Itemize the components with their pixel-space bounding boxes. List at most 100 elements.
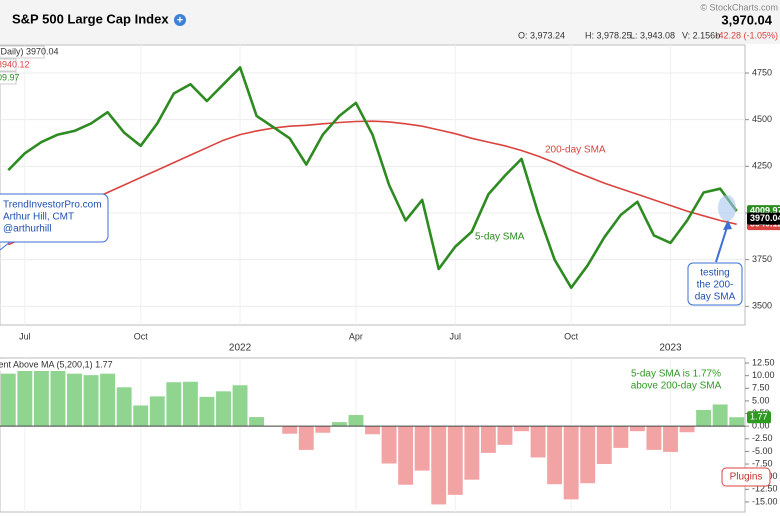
y-tick-label: 12.50: [752, 357, 775, 367]
y-tick-label: -7.50: [752, 458, 773, 468]
bar: [249, 417, 265, 427]
bar: [398, 426, 414, 485]
bar: [182, 381, 198, 427]
author-pointer: [0, 241, 11, 251]
y-tick-label: 3750: [752, 254, 772, 264]
plugins-label: Plugins: [730, 472, 763, 483]
testing-text: the 200-: [697, 280, 734, 291]
ohlcv: L: 3,943.08: [630, 30, 675, 40]
x-tick-label: 2022: [229, 343, 252, 354]
bar: [67, 373, 82, 427]
y-tick-label: -5.00: [752, 446, 773, 456]
y-tick-label: -15.00: [752, 496, 778, 506]
legend-bg: [0, 71, 17, 85]
y-tick-label: 10.00: [752, 370, 775, 380]
price-tag: [747, 212, 780, 225]
add-icon-plus: +: [177, 14, 183, 26]
bar: [33, 367, 49, 427]
series-line: [7, 66, 738, 289]
last-price: 3,970.04: [721, 12, 772, 27]
legend-text: SMA(5) 4009.97: [0, 72, 20, 82]
author-text: @arthurhill: [3, 224, 52, 235]
bar: [315, 426, 331, 433]
bar: [464, 426, 480, 480]
legend-text: $SPX (Daily) 3970.04: [0, 46, 59, 56]
y-tick-label: 7.50: [752, 383, 770, 393]
indicator-frame: [0, 357, 746, 513]
bar: [497, 426, 513, 445]
bar: [381, 426, 397, 464]
source: © StockCharts.com: [700, 2, 778, 12]
x-tick-label: Oct: [564, 331, 579, 341]
bar: [348, 415, 364, 427]
y-tick-label: 3500: [752, 301, 772, 311]
price-tag-label: 3970.04: [750, 213, 780, 223]
arrow-head: [723, 220, 732, 230]
x-tick-label: Jul: [450, 331, 462, 341]
ohlcv: H: 3,978.25: [585, 30, 632, 40]
bar: [17, 367, 33, 427]
note-text: 5-day SMA is 1.77%: [631, 369, 721, 380]
author-text: Arthur Hill, CMT: [3, 212, 74, 223]
author-box: [0, 193, 109, 243]
bar: [166, 382, 182, 427]
author-text: TrendInvestorPro.com: [3, 200, 102, 211]
bar: [133, 405, 149, 427]
price-frame: [0, 44, 746, 326]
bar: [447, 426, 463, 495]
bar: [646, 426, 662, 450]
y-tick-label: 4250: [752, 161, 772, 171]
note-text: above 200-day SMA: [631, 381, 722, 392]
bar: [149, 396, 165, 427]
bar: [629, 426, 645, 432]
legend-bg: [0, 45, 45, 59]
y-tick-label: 0.00: [752, 421, 770, 431]
testing-text: testing: [700, 268, 729, 279]
x-tick-label: Oct: [134, 331, 149, 341]
bar: [0, 373, 16, 427]
bar: [729, 417, 745, 427]
y-tick-label: -2.50: [752, 433, 773, 443]
bar: [232, 385, 248, 427]
ohlcv: V: 2.156b: [682, 30, 720, 40]
last-tag: [747, 411, 771, 424]
bar: [679, 426, 695, 433]
legend-bg: [0, 359, 100, 371]
arrow: [715, 223, 729, 263]
header-bg: [0, 0, 780, 44]
bar: [696, 410, 712, 427]
bar: [530, 426, 546, 458]
x-tick-label: Apr: [349, 331, 363, 341]
bar: [431, 426, 447, 505]
testing-box: [687, 262, 743, 306]
y-tick-label: 5.00: [752, 395, 770, 405]
bar: [580, 426, 596, 484]
price-tag-label: 4009.97: [750, 206, 780, 216]
plugins-button[interactable]: [721, 467, 771, 487]
y-tick-label: 4500: [752, 114, 772, 124]
bar: [712, 404, 728, 427]
change: -42.28 (-1.05%): [715, 30, 778, 40]
bar: [116, 387, 132, 427]
y-tick-label: 4750: [752, 67, 772, 77]
legend-text: SMA(200) 3940.12: [0, 59, 30, 69]
bar: [331, 422, 347, 427]
testing-text: day SMA: [695, 292, 736, 303]
bar: [663, 426, 678, 452]
series-label: 200-day SMA: [545, 145, 606, 156]
bar: [199, 396, 215, 427]
bar: [100, 373, 116, 427]
bar: [216, 391, 231, 427]
y-tick-label: -12.50: [752, 484, 778, 494]
series-label: 5-day SMA: [475, 232, 525, 243]
series-line: [7, 120, 737, 246]
bar: [365, 426, 380, 435]
bar: [50, 369, 66, 427]
last-tag-label: 1.77: [750, 412, 768, 422]
legend-text: Percent Above MA (5,200,1) 1.77: [0, 359, 113, 369]
bar: [298, 426, 314, 450]
bar: [547, 426, 563, 485]
add-icon[interactable]: [174, 14, 186, 26]
x-tick-label: Jul: [19, 331, 31, 341]
